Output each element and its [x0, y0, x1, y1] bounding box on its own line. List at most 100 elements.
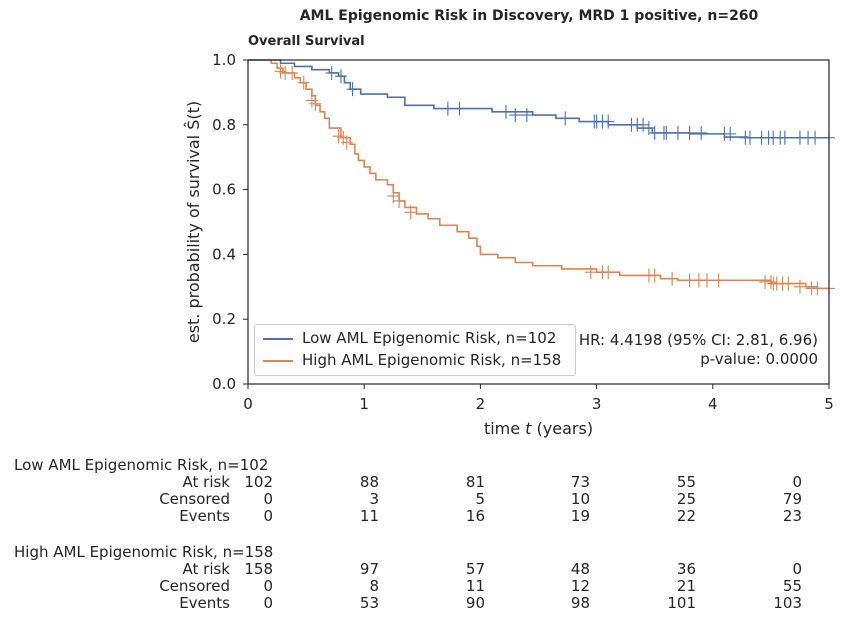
risk-table-cell: 73	[570, 473, 590, 491]
censor-mark-1-27	[782, 276, 795, 291]
censor-mark-0-0	[325, 65, 338, 80]
censor-mark-1-17	[666, 271, 679, 286]
censor-mark-0-2	[346, 82, 359, 97]
censor-mark-1-28	[793, 279, 806, 294]
risk-table-cell: 158	[244, 560, 273, 578]
risk-table-cell: 21	[676, 577, 696, 595]
risk-table-cell: 103	[773, 594, 802, 612]
risk-table-cell: 0	[263, 594, 273, 612]
risk-table-cell: 101	[667, 594, 696, 612]
censor-mark-0-1	[334, 69, 347, 84]
risk-table-cell: 102	[244, 473, 273, 491]
legend-label-high-risk: High AML Epigenomic Risk, n=158	[302, 351, 562, 369]
y-tick-label-0: 0.0	[212, 375, 236, 393]
risk-table-cell: 55	[676, 473, 696, 491]
risk-table-cell: 90	[465, 594, 485, 612]
x-tick-label-4: 4	[708, 395, 718, 413]
risk-table-cell: 88	[359, 473, 379, 491]
censor-mark-1-16	[648, 268, 661, 283]
censor-mark-0-5	[499, 104, 512, 119]
censor-mark-1-5	[309, 96, 322, 111]
risk-table-cell: 5	[475, 490, 485, 508]
chart-subtitle: Overall Survival	[248, 34, 365, 49]
censor-mark-0-22	[695, 125, 708, 140]
risk-table-cell: 98	[570, 594, 590, 612]
legend-item-high-risk: High AML Epigenomic Risk, n=158	[263, 351, 561, 369]
risk-table-row-label: Events	[179, 594, 230, 612]
risk-table-cell: 79	[782, 490, 802, 508]
censor-mark-0-19	[660, 125, 673, 140]
censor-mark-1-20	[700, 273, 713, 288]
risk-table-cell: 48	[570, 560, 590, 578]
x-axis-label: time t (years)	[484, 419, 593, 438]
risk-table-cell: 11	[359, 507, 379, 525]
y-tick-label-5: 1.0	[212, 51, 236, 69]
risk-table-row-label: Censored	[159, 490, 230, 508]
censor-mark-0-20	[671, 125, 684, 140]
censor-mark-0-4	[453, 101, 466, 116]
hazard-ratio-text: HR: 4.4198 (95% CI: 2.81, 6.96)	[578, 331, 818, 349]
censor-mark-0-12	[602, 114, 615, 129]
risk-table-cell: 12	[570, 577, 590, 595]
x-tick-label-2: 2	[476, 395, 486, 413]
censor-mark-0-31	[778, 130, 791, 145]
risk-table-cell: 3	[369, 490, 379, 508]
censor-mark-1-14	[602, 265, 615, 280]
legend-swatch-high-risk	[263, 359, 293, 362]
risk-table-cell: 81	[465, 473, 485, 491]
risk-table-cell: 16	[465, 507, 485, 525]
series-line-0	[248, 59, 829, 139]
censor-mark-1-10	[393, 193, 406, 208]
censor-mark-0-7	[520, 108, 533, 123]
y-tick-label-2: 0.4	[212, 245, 236, 263]
risk-table-row-label: Events	[179, 507, 230, 525]
censor-mark-0-24	[724, 126, 737, 141]
risk-table-cell: 36	[676, 560, 696, 578]
risk-table-cell: 23	[782, 507, 802, 525]
risk-table-cell: 97	[359, 560, 379, 578]
y-tick-label-4: 0.8	[212, 116, 236, 134]
censor-mark-1-21	[712, 273, 725, 288]
legend-item-low-risk: Low AML Epigenomic Risk, n=102	[263, 329, 556, 347]
risk-table-cell: 0	[792, 560, 802, 578]
risk-table-cell: 8	[369, 577, 379, 595]
y-axis-label: est. probability of survival Ŝ(t)	[184, 101, 203, 343]
legend-label-low-risk: Low AML Epigenomic Risk, n=102	[302, 329, 557, 347]
risk-table-cell: 0	[263, 490, 273, 508]
censor-mark-1-11	[404, 205, 417, 220]
x-tick-label-1: 1	[359, 395, 369, 413]
risk-table-cell: 53	[359, 594, 379, 612]
censor-mark-1-2	[286, 65, 299, 80]
risk-table-row-label: At risk	[182, 473, 230, 491]
series-line-1	[248, 59, 829, 290]
censor-mark-1-0	[274, 64, 287, 79]
legend-swatch-low-risk	[263, 337, 293, 340]
y-tick-label-1: 0.2	[212, 310, 236, 328]
risk-table-group-title: Low AML Epigenomic Risk, n=102	[14, 456, 269, 474]
chart-title: AML Epigenomic Risk in Discovery, MRD 1 …	[299, 8, 759, 24]
censor-mark-1-12	[584, 265, 597, 280]
risk-table-cell: 10	[570, 490, 590, 508]
censor-mark-0-6	[509, 108, 522, 123]
censor-mark-1-8	[340, 135, 353, 150]
risk-table-cell: 57	[465, 560, 485, 578]
censor-mark-1-30	[811, 281, 824, 296]
censor-mark-1-3	[297, 75, 310, 90]
plot-frame	[247, 59, 830, 385]
risk-table-cell: 55	[782, 577, 802, 595]
censor-mark-0-21	[683, 125, 696, 140]
risk-table-row-label: Censored	[159, 577, 230, 595]
risk-table-cell: 11	[465, 577, 485, 595]
risk-table-group-title: High AML Epigenomic Risk, n=158	[14, 543, 274, 561]
legend: Low AML Epigenomic Risk, n=102 High AML …	[254, 324, 576, 376]
x-tick-label-5: 5	[824, 395, 834, 413]
p-value-text: p-value: 0.0000	[700, 350, 818, 368]
risk-table-cell: 0	[263, 577, 273, 595]
risk-table-row-label: At risk	[182, 560, 230, 578]
censor-mark-0-3	[441, 101, 454, 116]
censor-mark-0-26	[743, 130, 756, 145]
risk-table-cell: 0	[792, 473, 802, 491]
x-tick-label-3: 3	[592, 395, 602, 413]
x-tick-label-0: 0	[243, 395, 253, 413]
risk-table-cell: 0	[263, 507, 273, 525]
